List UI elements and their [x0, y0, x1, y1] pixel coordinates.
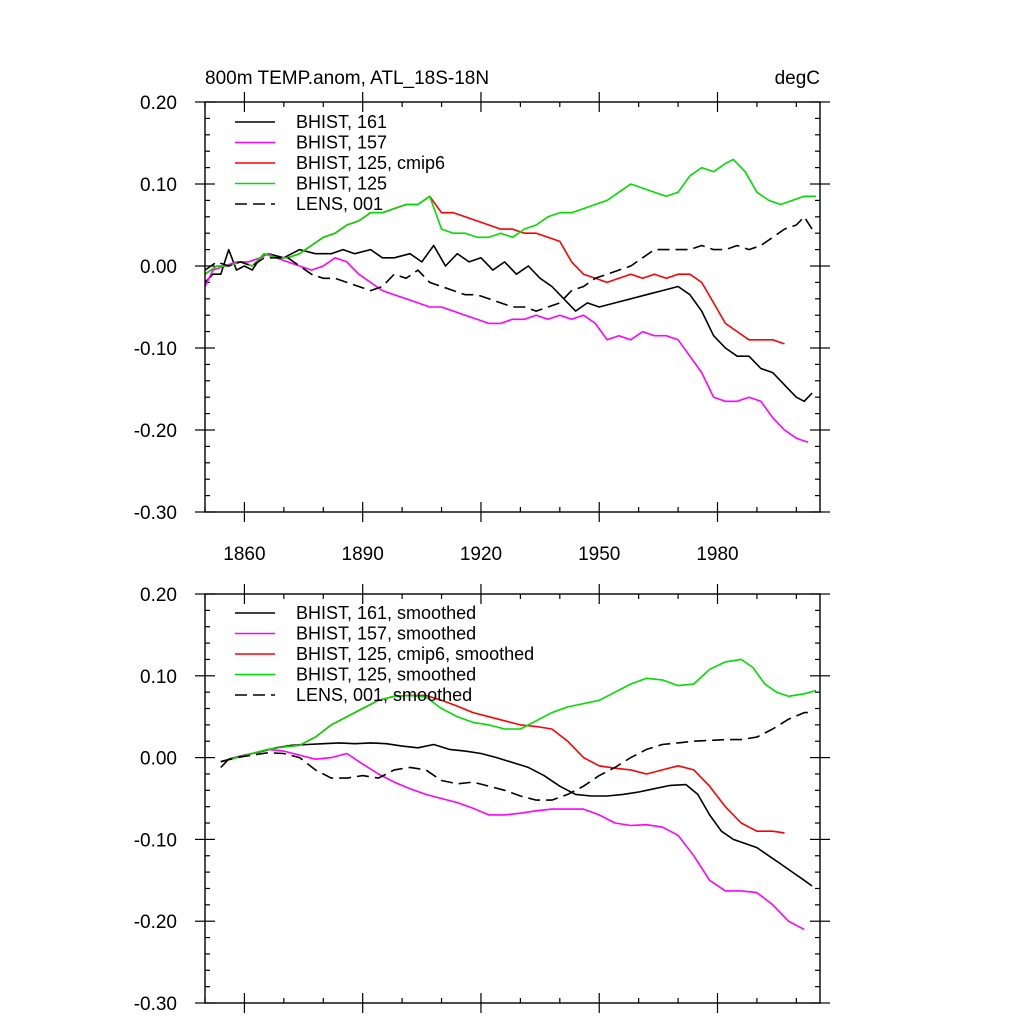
series-line [220, 711, 813, 801]
series-line [204, 216, 813, 312]
y-tick-label: -0.30 [134, 994, 177, 1015]
legend-label: BHIST, 161 [296, 112, 387, 132]
plot-frame [204, 593, 821, 1004]
x-tick-label: 1860 [223, 544, 265, 565]
legend-label: BHIST, 125, cmip6, smoothed [296, 644, 534, 664]
series-line [220, 694, 785, 834]
x-tick-label: 1890 [342, 544, 384, 565]
x-tick-label: 1950 [578, 544, 620, 565]
y-tick-label: -0.10 [134, 830, 177, 851]
series-line [220, 748, 805, 931]
x-tick-label: 1980 [696, 544, 738, 565]
legend-label: BHIST, 157, smoothed [296, 624, 476, 644]
series-line [204, 195, 785, 345]
series-line [220, 742, 813, 887]
legend-label: BHIST, 125 [296, 174, 387, 194]
series-line [220, 658, 817, 763]
y-tick-label: -0.30 [134, 503, 177, 524]
y-tick-label: -0.20 [134, 912, 177, 933]
y-tick-label: 0.00 [140, 749, 177, 770]
y-tick-label: -0.10 [134, 339, 177, 360]
legend-label: BHIST, 125, cmip6 [296, 153, 445, 173]
chart-title: 800m TEMP.anom, ATL_18S-18N [205, 68, 489, 89]
bottom-panel: 0.20 0.10 0.00 -0.10 -0.20 -0.30 BHIST, 161, s… [134, 584, 830, 1015]
y-tick-label: 0.00 [140, 257, 177, 278]
series-line [204, 252, 809, 444]
legend-label: BHIST, 125, smoothed [296, 665, 476, 685]
y-tick-label: 0.20 [140, 585, 177, 606]
y-tick-label: 0.20 [140, 93, 177, 114]
legend-label: BHIST, 157 [296, 133, 387, 153]
y-tick-label: 0.10 [140, 667, 177, 688]
legend-label: LENS, 001 [296, 194, 383, 214]
series-line [204, 244, 813, 403]
top-panel: 0.20 0.10 0.00 -0.10 -0.20 -0.30 1860 1890 1920 1… [134, 92, 830, 565]
legend-label: BHIST, 161, smoothed [296, 603, 476, 623]
x-tick-label: 1920 [460, 544, 502, 565]
y-tick-label: -0.20 [134, 421, 177, 442]
y-tick-label: 0.10 [140, 175, 177, 196]
series-line [204, 158, 817, 275]
plot-frame [204, 101, 821, 513]
units-label: degC [775, 68, 820, 89]
legend-label: LENS, 001, smoothed [296, 685, 472, 705]
